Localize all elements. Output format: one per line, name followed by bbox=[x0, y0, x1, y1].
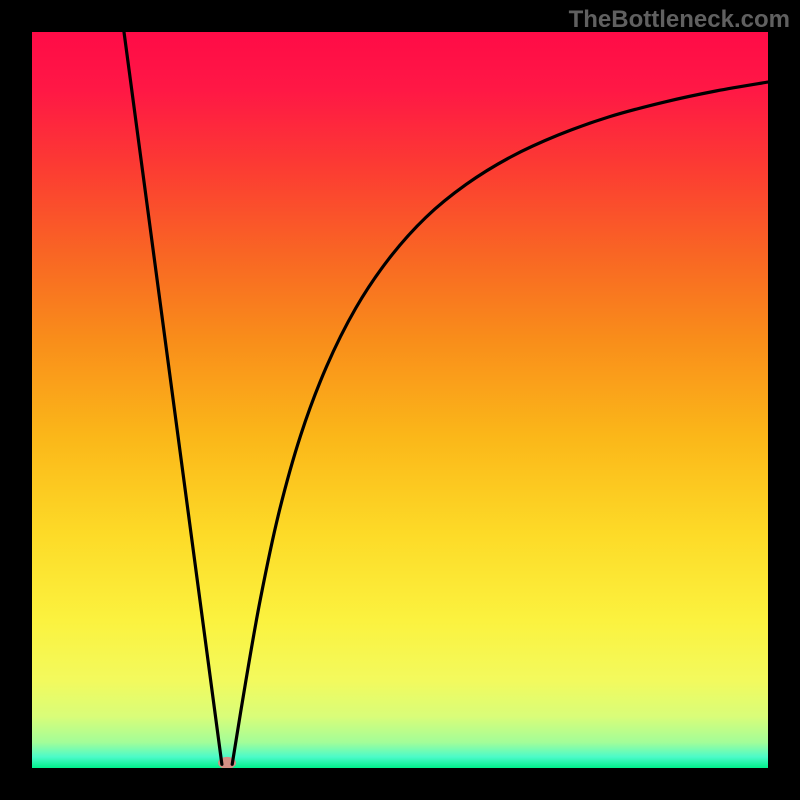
watermark-text: TheBottleneck.com bbox=[569, 6, 790, 34]
plot-svg bbox=[32, 32, 768, 768]
gradient-background bbox=[32, 32, 768, 768]
chart-canvas: TheBottleneck.com bbox=[0, 0, 800, 800]
plot-area bbox=[32, 32, 768, 768]
